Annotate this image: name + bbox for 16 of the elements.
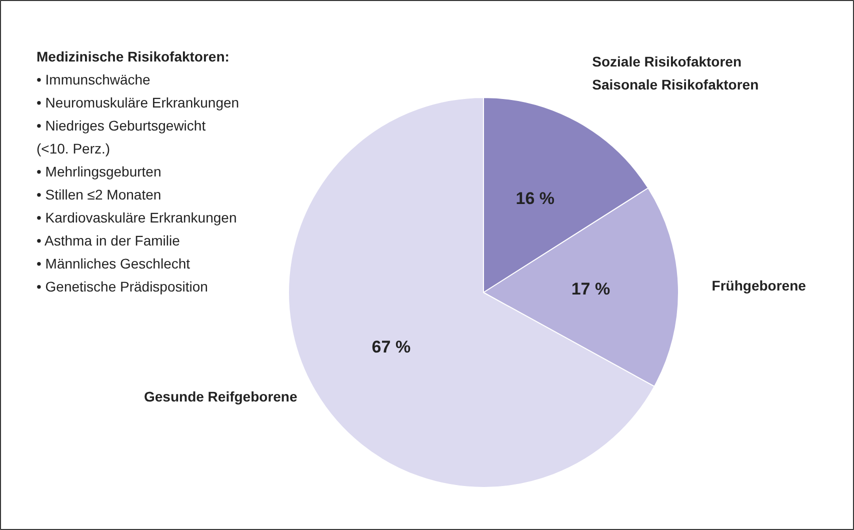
text: • Mehrlingsgeburten (36, 164, 162, 180)
slice-label: Frühgeborene (712, 278, 806, 294)
text: Medizinische Risikofaktoren: (36, 48, 230, 64)
text: • Neuromuskuläre Erkrankungen (36, 94, 240, 110)
slice-label: Soziale Risikofaktoren Saisonale Risikofaktoren (592, 53, 759, 92)
slice-label: Gesunde Reifgeborene (144, 388, 298, 405)
data-label: 67 % (372, 338, 411, 357)
text: • Asthma in der Familie (36, 232, 180, 248)
text: • Männliches Geschlecht (36, 256, 190, 272)
text: • Kardiovaskuläre Erkrankungen (36, 210, 237, 226)
text: • Immunschwäche (36, 72, 151, 88)
text: • Genetische Prädisposition (36, 278, 208, 294)
data-label: 17 % (571, 280, 610, 299)
data-label: 16 % (516, 189, 555, 208)
text: • Niedriges Geburtsgewicht (<10. Perz.) (36, 118, 206, 157)
text: • Stillen ≤2 Monaten (36, 186, 162, 202)
